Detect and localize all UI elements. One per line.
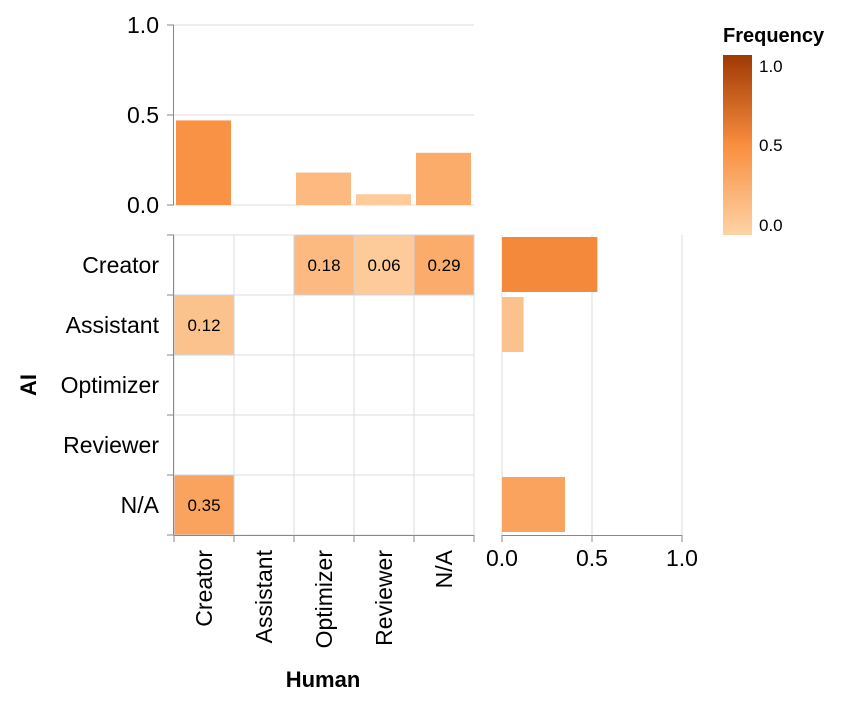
- top-marginal-tick-label: 0.0: [127, 192, 159, 218]
- top-marginal-tick-label: 0.5: [127, 102, 159, 128]
- top-marginal-bar-creator: [176, 120, 231, 205]
- x-tick-label-optimizer: Optimizer: [311, 550, 337, 649]
- heatmap-cell-label: 0.18: [307, 256, 340, 275]
- heatmap-cell-label: 0.12: [187, 316, 220, 335]
- right-marginal-tick-label: 0.0: [486, 545, 518, 571]
- legend-title: Frequency: [723, 25, 825, 47]
- heatmap-cell-creator-reviewer: [353, 234, 415, 296]
- legend-tick-mid: 0.5: [759, 136, 783, 155]
- right-marginal-bar-creator: [502, 237, 598, 292]
- y-tick-label-optimizer: Optimizer: [61, 372, 160, 398]
- y-tick-label-assistant: Assistant: [66, 312, 160, 338]
- y-tick-label-n-a: N/A: [121, 492, 160, 518]
- x-tick-label-reviewer: Reviewer: [371, 550, 397, 646]
- cell-layer: 0.18 0.06 0.29 0.12 0.35: [173, 234, 475, 536]
- heatmap-cell-creator-n-a: [413, 234, 475, 296]
- right-marginal-bar-n-a: [502, 477, 565, 532]
- top-marginal-bar-n-a: [416, 152, 471, 205]
- top-marginal-bar-optimizer: [296, 172, 351, 205]
- top-marginal-bar-reviewer: [356, 194, 411, 205]
- marginal-layer: 0.0 0.5 1.0 0.0 0.5 1.0: [127, 12, 698, 571]
- right-marginal-bar-assistant: [502, 297, 524, 352]
- y-tick-label-creator: Creator: [82, 252, 159, 278]
- legend-gradient-bar: [723, 55, 752, 235]
- y-axis-title: AI: [16, 374, 41, 396]
- axis-layer: Creator Assistant Optimizer Reviewer N/A Crea…: [61, 234, 475, 649]
- heatmap-cell-creator-optimizer: [293, 234, 355, 296]
- y-tick-label-reviewer: Reviewer: [63, 432, 159, 458]
- heatmap-cell-assistant-creator: [173, 294, 235, 356]
- color-legend: Frequency 1.0 0.5 0.0: [723, 25, 825, 235]
- legend-tick-low: 0.0: [759, 216, 783, 235]
- x-axis-title: Human: [286, 667, 361, 692]
- heatmap-cell-label: 0.06: [367, 256, 400, 275]
- x-tick-label-n-a: N/A: [431, 549, 457, 588]
- right-marginal-tick-label: 0.5: [576, 545, 608, 571]
- heatmap-cell-label: 0.35: [187, 496, 220, 515]
- heatmap-cell-label: 0.29: [427, 256, 460, 275]
- top-marginal-tick-label: 1.0: [127, 12, 159, 38]
- legend-tick-high: 1.0: [759, 57, 783, 76]
- x-tick-label-creator: Creator: [191, 550, 217, 627]
- x-tick-label-assistant: Assistant: [251, 549, 277, 643]
- right-marginal-tick-label: 1.0: [666, 545, 698, 571]
